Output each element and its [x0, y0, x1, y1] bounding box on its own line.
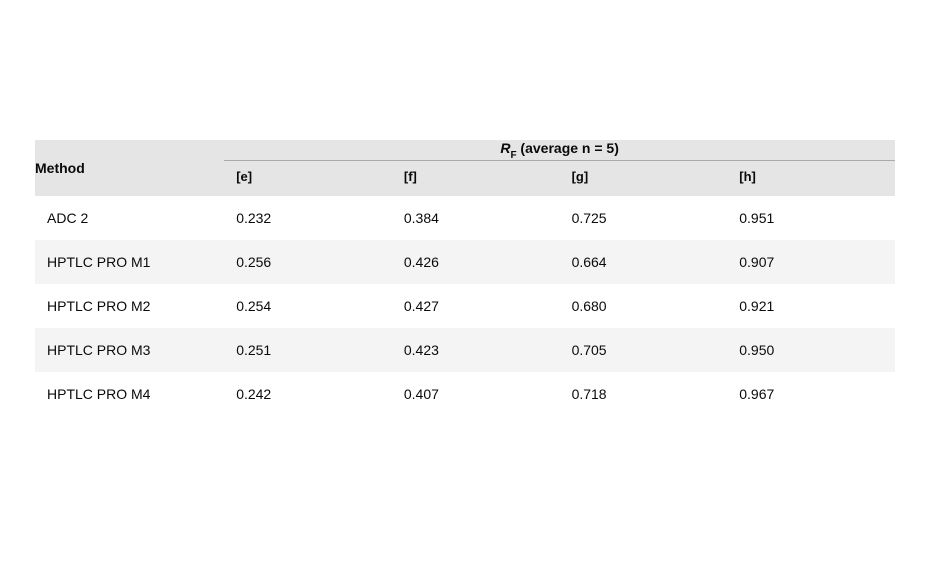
table-row: HPTLC PRO M3 0.251 0.423 0.705 0.950 — [35, 328, 895, 372]
value-cell: 0.242 — [224, 372, 392, 416]
column-span-header: RF (average n = 5) — [224, 140, 895, 160]
column-header-g: [g] — [560, 161, 728, 196]
value-cell: 0.921 — [727, 284, 895, 328]
value-cell: 0.967 — [727, 372, 895, 416]
value-cell: 0.951 — [727, 196, 895, 240]
value-cell: 0.664 — [560, 240, 728, 284]
value-cell: 0.232 — [224, 196, 392, 240]
method-cell: HPTLC PRO M3 — [35, 328, 224, 372]
column-header-f: [f] — [392, 161, 560, 196]
rf-italic: R — [500, 140, 510, 156]
value-cell: 0.680 — [560, 284, 728, 328]
table-row: ADC 2 0.232 0.384 0.725 0.951 — [35, 196, 895, 240]
table-row: HPTLC PRO M4 0.242 0.407 0.718 0.967 — [35, 372, 895, 416]
value-cell: 0.407 — [392, 372, 560, 416]
method-cell: ADC 2 — [35, 196, 224, 240]
method-cell: HPTLC PRO M1 — [35, 240, 224, 284]
value-cell: 0.254 — [224, 284, 392, 328]
value-cell: 0.718 — [560, 372, 728, 416]
value-cell: 0.256 — [224, 240, 392, 284]
method-cell: HPTLC PRO M2 — [35, 284, 224, 328]
column-header-h: [h] — [727, 161, 895, 196]
value-cell: 0.384 — [392, 196, 560, 240]
value-cell: 0.705 — [560, 328, 728, 372]
value-cell: 0.426 — [392, 240, 560, 284]
column-header-method: Method — [35, 140, 224, 196]
column-header-e: [e] — [224, 161, 392, 196]
rf-subscript: F — [510, 150, 516, 161]
value-cell: 0.950 — [727, 328, 895, 372]
table-row: HPTLC PRO M2 0.254 0.427 0.680 0.921 — [35, 284, 895, 328]
rf-rest: (average n = 5) — [517, 140, 619, 156]
value-cell: 0.423 — [392, 328, 560, 372]
value-cell: 0.725 — [560, 196, 728, 240]
value-cell: 0.427 — [392, 284, 560, 328]
value-cell: 0.251 — [224, 328, 392, 372]
value-cell: 0.907 — [727, 240, 895, 284]
table-row: HPTLC PRO M1 0.256 0.426 0.664 0.907 — [35, 240, 895, 284]
method-cell: HPTLC PRO M4 — [35, 372, 224, 416]
rf-table: Method RF (average n = 5) [e] [f] [g] [h… — [35, 140, 895, 416]
